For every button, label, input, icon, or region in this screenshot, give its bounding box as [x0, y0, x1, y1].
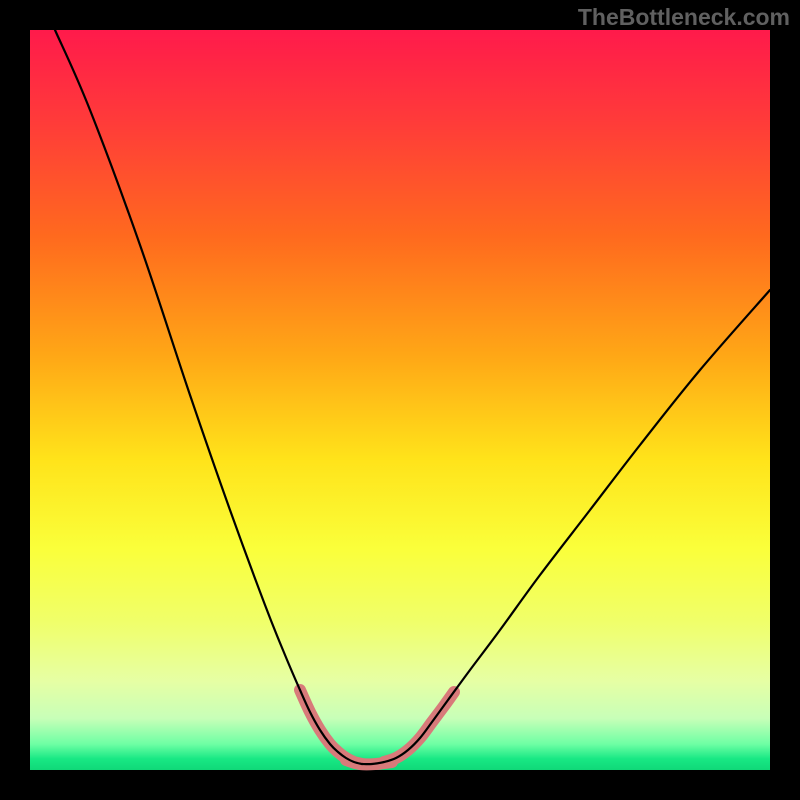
plot-area — [30, 30, 770, 770]
chart-frame: TheBottleneck.com — [0, 0, 800, 800]
watermark-text: TheBottleneck.com — [578, 4, 790, 31]
